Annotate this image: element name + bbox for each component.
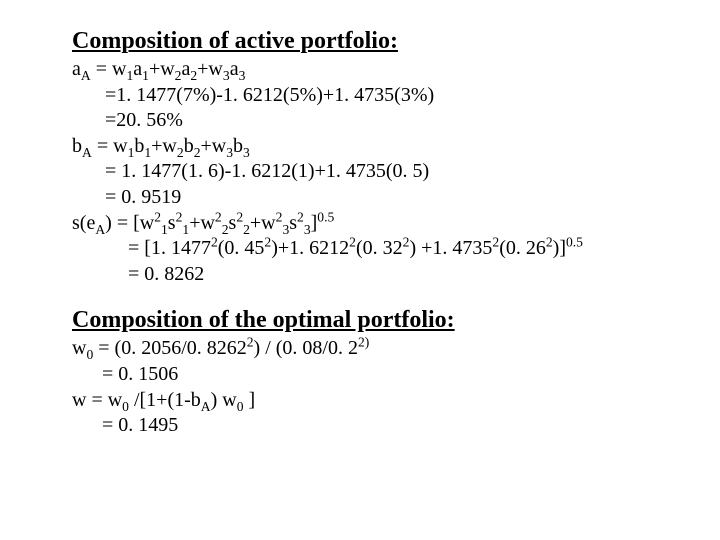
t: 2 (349, 235, 356, 250)
seA-line2: = [1. 14772(0. 452)+1. 62122(0. 322) +1.… (72, 236, 660, 262)
t: a (230, 58, 239, 80)
bA-eq: = w (92, 135, 128, 157)
t: ) w (211, 389, 237, 411)
t: )] (553, 237, 566, 259)
t: ) / (0. 08/0. 2 (254, 337, 358, 359)
t: /[1+(1-b (129, 389, 201, 411)
t: A (95, 222, 105, 237)
t: 2 (215, 209, 222, 224)
seA-line3: = 0. 8262 (72, 262, 660, 288)
t: (0. 26 (499, 237, 546, 259)
bA-line3: = 0. 9519 (72, 185, 660, 211)
t: 0.5 (317, 209, 334, 224)
section2-heading: Composition of the optimal portfolio: (72, 307, 660, 334)
t: +w (200, 135, 226, 157)
aA-sub: A (81, 68, 91, 83)
aA-eq: = w (91, 58, 127, 80)
t: w = w (72, 389, 122, 411)
t: b (134, 135, 144, 157)
aA-lhs: a (72, 58, 81, 80)
t: = (0. 2056/0. 8262 (93, 337, 247, 359)
t: 3 (239, 68, 246, 83)
aA-line2: =1. 1477(7%)-1. 6212(5%)+1. 4735(3%) (72, 83, 660, 109)
t: (0. 32 (356, 237, 403, 259)
t: b (233, 135, 243, 157)
t: A (201, 399, 211, 414)
w-line1: w = w0 /[1+(1-bA) w0 ] (72, 388, 660, 414)
t: ) = [w (105, 212, 154, 234)
t: b (184, 135, 194, 157)
t: 3 (223, 68, 230, 83)
t: 2 (154, 209, 161, 224)
t: = [1. 1477 (128, 237, 211, 259)
t: a (133, 58, 142, 80)
w-line2: = 0. 1495 (72, 413, 660, 439)
bA-line1: bA = w1b1+w2b2+w3b3 (72, 134, 660, 160)
t: 2 (297, 209, 304, 224)
t: 2 (247, 335, 254, 350)
t: 2 (211, 235, 218, 250)
t: 2 (177, 145, 184, 160)
t: +w (151, 135, 177, 157)
t: +w (149, 58, 175, 80)
w0-line2: = 0. 1506 (72, 362, 660, 388)
seA-line1: s(eA) = [w21s21+w22s22+w23s23]0.5 (72, 211, 660, 237)
t: +w (197, 58, 223, 80)
t: 3 (226, 145, 233, 160)
t: 0 (237, 399, 244, 414)
t: ) +1. 4735 (409, 237, 492, 259)
document-content: Composition of active portfolio: aA = w1… (0, 0, 720, 459)
t: 0.5 (566, 235, 583, 250)
t: s(e (72, 212, 95, 234)
bA-line2: = 1. 1477(1. 6)-1. 6212(1)+1. 4735(0. 5) (72, 159, 660, 185)
bA-lhs: b (72, 135, 82, 157)
t: 2 (546, 235, 553, 250)
section1-heading: Composition of active portfolio: (72, 28, 660, 55)
aA-line1: aA = w1a1+w2a2+w3a3 (72, 57, 660, 83)
t: 2) (358, 335, 369, 350)
t: 1 (142, 68, 149, 83)
w0-line1: w0 = (0. 2056/0. 82622) / (0. 08/0. 22) (72, 336, 660, 362)
t: w (72, 337, 86, 359)
t: 3 (243, 145, 250, 160)
t: )+1. 6212 (271, 237, 349, 259)
t: 0 (122, 399, 129, 414)
t: (0. 45 (218, 237, 265, 259)
aA-line3: =20. 56% (72, 108, 660, 134)
t: ] (244, 389, 256, 411)
bA-sub: A (82, 145, 92, 160)
